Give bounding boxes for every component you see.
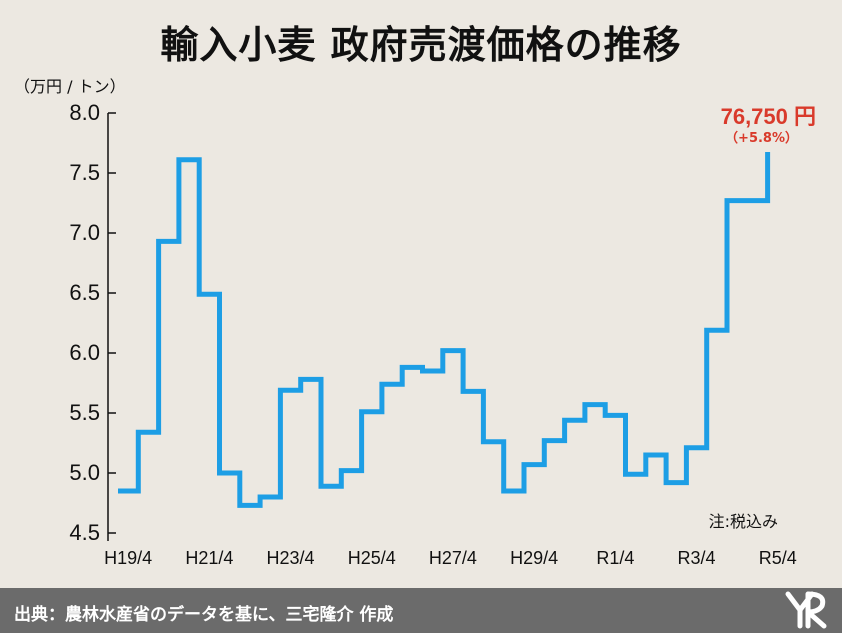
y-axis-unit-label: （万円 / トン） <box>14 77 126 96</box>
latest-value-label: 76,750 円 <box>720 104 816 129</box>
y-tick-label: 8.0 <box>69 100 100 125</box>
x-tick-label: R3/4 <box>677 548 716 568</box>
y-tick-label: 7.5 <box>69 160 100 185</box>
tax-note: 注:税込み <box>708 512 778 531</box>
y-tick-label: 5.0 <box>69 460 100 485</box>
x-tick-label: H19/4 <box>104 548 153 568</box>
chart-canvas <box>107 112 771 541</box>
x-tick-label: H21/4 <box>185 548 234 568</box>
x-tick-label: H23/4 <box>266 548 315 568</box>
x-tick-label: H25/4 <box>347 548 396 568</box>
x-tick-label: H29/4 <box>510 548 559 568</box>
y-tick-label: 6.0 <box>69 340 100 365</box>
author-logo-icon <box>785 591 827 629</box>
y-tick-label: 7.0 <box>69 220 100 245</box>
chart-axes <box>107 112 116 541</box>
chart-title: 輸入小麦 政府売渡価格の推移 <box>160 23 682 67</box>
y-tick-label: 4.5 <box>69 520 100 545</box>
price-series-line <box>118 152 771 508</box>
latest-change-label: （+5.8%） <box>725 131 798 146</box>
footer-bar: 出典：農林水産省のデータを基に、三宅隆介 作成 <box>0 588 842 633</box>
x-tick-label: H27/4 <box>428 548 477 568</box>
x-tick-label: R5/4 <box>758 548 797 568</box>
x-tick-label: R1/4 <box>596 548 635 568</box>
y-tick-label: 6.5 <box>69 280 100 305</box>
source-credit: 出典：農林水産省のデータを基に、三宅隆介 作成 <box>14 605 394 625</box>
y-tick-label: 5.5 <box>69 400 100 425</box>
